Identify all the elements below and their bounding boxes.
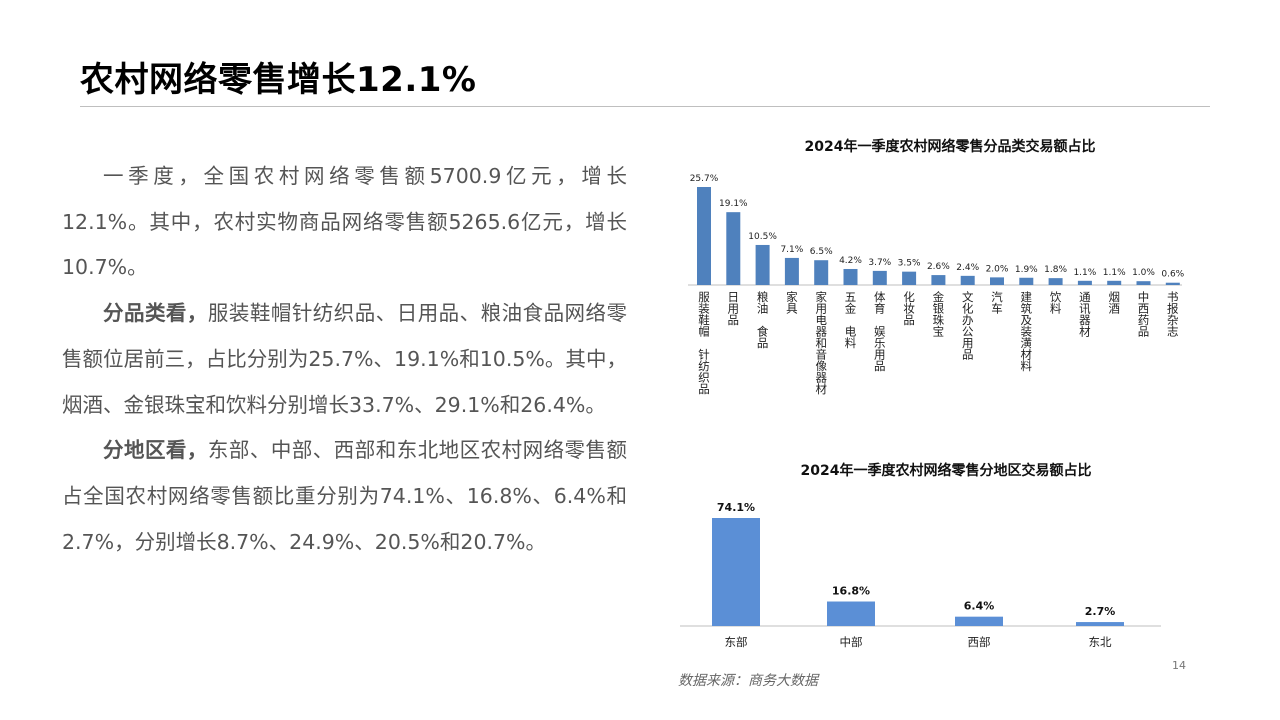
data-label: 10.5% [748,232,777,242]
category-label: 家具 [786,290,798,316]
category-label: 西部 [968,635,991,649]
category-label: 体育 娱乐用品 [874,290,886,373]
bar [1077,280,1092,285]
bar [814,260,829,285]
data-label: 2.7% [1085,605,1116,618]
category-label: 东北 [1089,635,1112,649]
paragraph-category-text: 服装鞋帽针纺织品、日用品、粮油食品网络零售额位居前三，占比分别为25.7%、19… [62,301,628,417]
category-label: 中部 [840,635,863,649]
category-label: 金银珠宝 [933,290,945,339]
category-label: 书报杂志 [1167,290,1179,339]
category-label: 化妆品 [903,290,915,327]
title-divider [80,106,1210,107]
category-label: 服装鞋帽 针纺织品 [698,290,710,396]
category-label: 通讯器材 [1079,290,1091,339]
data-label: 6.5% [810,247,833,257]
category-label: 建筑及装潢材料 [1021,290,1033,373]
category-label: 文化办公用品 [962,290,974,362]
data-label: 1.0% [1132,268,1155,278]
bar [872,270,887,285]
chart-title: 2024年一季度农村网络零售分品类交易额占比 [805,138,1096,155]
category-label: 饮料 [1050,290,1062,316]
data-label: 1.8% [1044,265,1067,275]
data-label: 0.6% [1161,270,1184,280]
body-text: 一季度，全国农村网络零售额5700.9亿元，增长12.1%。其中，农村实物商品网… [62,154,627,565]
category-label: 汽车 [991,290,1003,316]
bar [955,616,1003,626]
bar [990,277,1004,285]
category-label: 东部 [725,635,748,649]
bar [784,257,799,285]
category-share-chart: 2024年一季度农村网络零售分品类交易额占比 25.7% 服装鞋帽 针纺织品 19.… [688,138,1185,396]
page-number: 14 [1172,659,1186,672]
data-label: 19.1% [719,199,748,209]
category-label: 中西药品 [1138,290,1150,339]
bar [1076,622,1124,626]
paragraph-overview-text: 一季度，全国农村网络零售额5700.9亿元，增长12.1%。其中，农村实物商品网… [62,164,627,280]
data-label: 6.4% [964,600,995,613]
bar [712,518,760,626]
data-label: 3.5% [898,259,921,269]
data-label: 1.9% [1015,265,1038,275]
bar [902,271,917,285]
category-label: 烟酒 [1108,290,1120,316]
paragraph-region: 分地区看，东部、中部、西部和东北地区农村网络零售额占全国农村网络零售额比重分别为… [62,428,627,565]
data-label: 16.8% [832,585,870,598]
data-label: 1.1% [1103,268,1126,278]
data-label: 2.0% [986,264,1009,274]
paragraph-overview: 一季度，全国农村网络零售额5700.9亿元，增长12.1%。其中，农村实物商品网… [62,154,627,291]
bar [697,187,711,285]
bar [1165,282,1180,285]
bar [843,268,858,285]
data-label: 2.6% [927,262,950,272]
paragraph-category: 分品类看，服装鞋帽针纺织品、日用品、粮油食品网络零售额位居前三，占比分别为25.… [62,291,627,428]
region-share-chart: 2024年一季度农村网络零售分地区交易额占比 74.1% 东部 16.8% 中部 6.4… [680,462,1161,649]
chart-title: 2024年一季度农村网络零售分地区交易额占比 [801,462,1092,479]
page-title: 农村网络零售增长12.1% [80,60,477,100]
bar [1048,278,1063,285]
category-label: 家用电器和音像器材 [815,290,827,396]
bar [1136,281,1151,285]
category-label: 五金 电料 [845,290,857,350]
bar [726,212,741,285]
paragraph-region-text: 东部、中部、西部和东北地区农村网络零售额占全国农村网络零售额比重分别为74.1%… [62,438,628,554]
data-label: 25.7% [690,174,719,184]
data-label: 7.1% [780,245,803,255]
data-label: 4.2% [839,256,862,266]
category-label: 粮油 食品 [757,290,769,350]
bar [1019,277,1034,285]
data-label: 2.4% [956,263,979,273]
bar [931,275,946,285]
data-label: 74.1% [717,501,755,514]
bar [960,275,975,285]
paragraph-category-lead: 分品类看， [103,301,208,326]
bar [1107,280,1122,285]
bar [755,244,770,285]
paragraph-region-lead: 分地区看， [103,438,208,463]
category-label: 日用品 [728,290,740,327]
bar [827,601,875,626]
data-label: 1.1% [1073,268,1096,278]
data-label: 3.7% [868,258,891,268]
data-source-note: 数据来源：商务大数据 [678,673,818,689]
